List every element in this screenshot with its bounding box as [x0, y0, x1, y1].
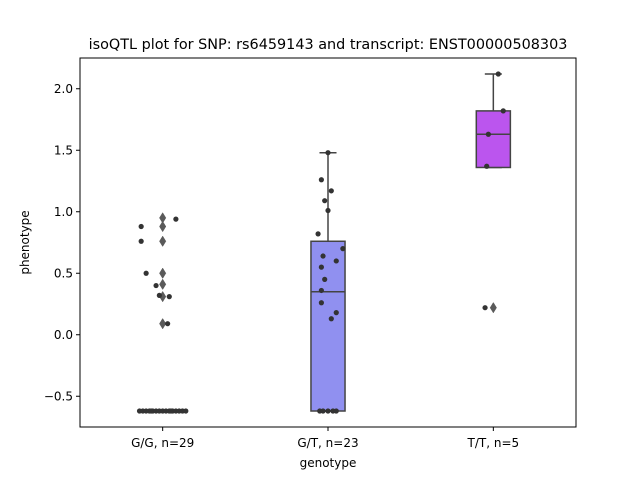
box-body	[475, 110, 512, 169]
x-axis-label: genotype	[300, 456, 357, 470]
chart-title: isoQTL plot for SNP: rs6459143 and trans…	[89, 37, 568, 53]
y-axis-label: phenotype	[18, 210, 32, 274]
data-point	[153, 282, 159, 289]
data-point	[328, 188, 334, 194]
y-tick-label: 1.0	[54, 205, 73, 219]
data-point	[183, 408, 189, 414]
data-point	[165, 321, 171, 327]
data-point	[138, 238, 144, 244]
data-point	[485, 131, 491, 137]
x-tick-label: G/G, n=29	[131, 436, 194, 450]
x-tick-label: G/T, n=23	[297, 436, 358, 450]
data-point	[333, 310, 339, 316]
outlier-marker	[159, 235, 167, 247]
data-point	[143, 270, 149, 276]
y-tick-label: 2.0	[54, 82, 73, 96]
box-body	[310, 240, 346, 412]
data-point	[333, 408, 339, 414]
data-point	[328, 316, 334, 322]
data-point	[320, 253, 326, 259]
outlier-marker	[159, 220, 167, 233]
data-point	[138, 223, 144, 230]
y-tick-label: −0.5	[44, 389, 73, 403]
data-point	[322, 198, 328, 204]
data-point	[340, 246, 346, 252]
data-point	[320, 408, 326, 414]
x-axis: G/G, n=29 G/T, n=23 T/T, n=5	[131, 427, 519, 450]
data-point	[173, 216, 179, 222]
data-point	[482, 305, 488, 311]
y-tick-label: 0.5	[54, 266, 73, 280]
outlier-marker	[159, 318, 167, 330]
y-tick-label: 0.0	[54, 328, 73, 342]
outlier-marker	[159, 278, 167, 290]
data-point	[500, 108, 506, 114]
data-point	[322, 276, 328, 282]
outlier-marker	[159, 267, 167, 279]
data-point	[333, 258, 339, 264]
outlier-marker	[489, 302, 497, 314]
data-point	[325, 207, 331, 214]
data-point	[325, 150, 331, 156]
plot-marks	[136, 71, 512, 414]
data-point	[148, 408, 154, 414]
x-tick-label: T/T, n=5	[467, 436, 520, 450]
y-axis: −0.5 0.0 0.5 1.0 1.5 2.0	[44, 82, 80, 403]
data-point	[325, 408, 331, 414]
data-point	[318, 300, 324, 306]
data-point	[156, 292, 162, 298]
data-point	[495, 71, 501, 77]
data-point	[484, 163, 490, 169]
data-point	[315, 231, 321, 237]
data-point	[318, 177, 324, 183]
data-point	[318, 287, 324, 294]
data-point	[166, 294, 172, 300]
data-point	[318, 264, 324, 270]
data-point	[168, 408, 174, 414]
y-tick-label: 1.5	[54, 143, 73, 157]
